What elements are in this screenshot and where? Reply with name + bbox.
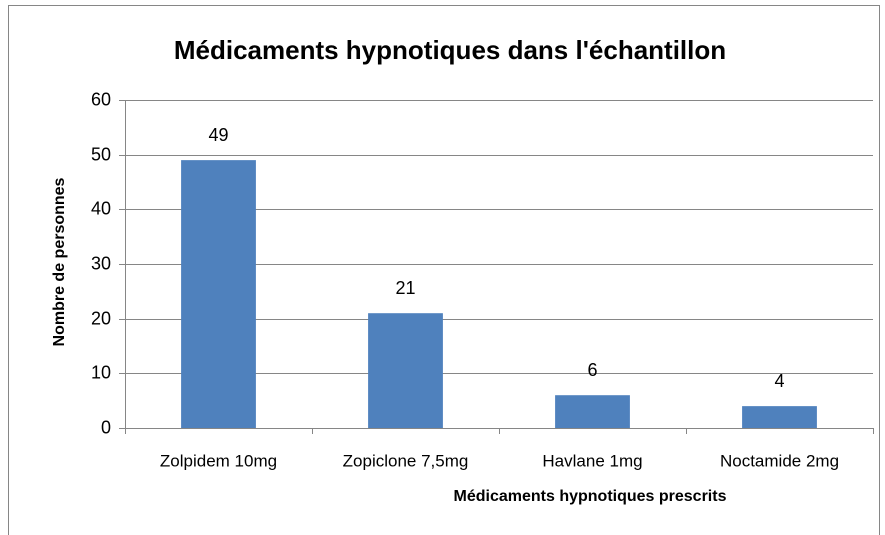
y-tick-label: 30 (91, 253, 111, 273)
data-label: 21 (395, 278, 415, 298)
y-tick-label: 60 (91, 89, 111, 109)
y-tick-label: 20 (91, 308, 111, 328)
y-tick-label: 50 (91, 144, 111, 164)
data-label: 4 (774, 371, 784, 391)
y-tick-label: 10 (91, 362, 111, 382)
y-axis-label: Nombre de personnes (51, 177, 68, 346)
bar (181, 160, 256, 428)
x-axis-label: Médicaments hypnotiques prescrits (454, 488, 727, 505)
x-tick-label: Zolpidem 10mg (160, 451, 277, 470)
x-tick-label: Noctamide 2mg (720, 451, 839, 470)
bar (555, 395, 630, 428)
bar (368, 313, 443, 428)
chart-border (8, 5, 880, 535)
y-tick-label: 0 (101, 417, 111, 437)
chart-title: Médicaments hypnotiques dans l'échantill… (174, 35, 726, 65)
x-tick-label: Zopiclone 7,5mg (343, 451, 469, 470)
data-label: 6 (587, 360, 597, 380)
data-label: 49 (208, 125, 228, 145)
y-tick-label: 40 (91, 198, 111, 218)
bar (742, 406, 817, 428)
x-tick-label: Havlane 1mg (542, 451, 642, 470)
